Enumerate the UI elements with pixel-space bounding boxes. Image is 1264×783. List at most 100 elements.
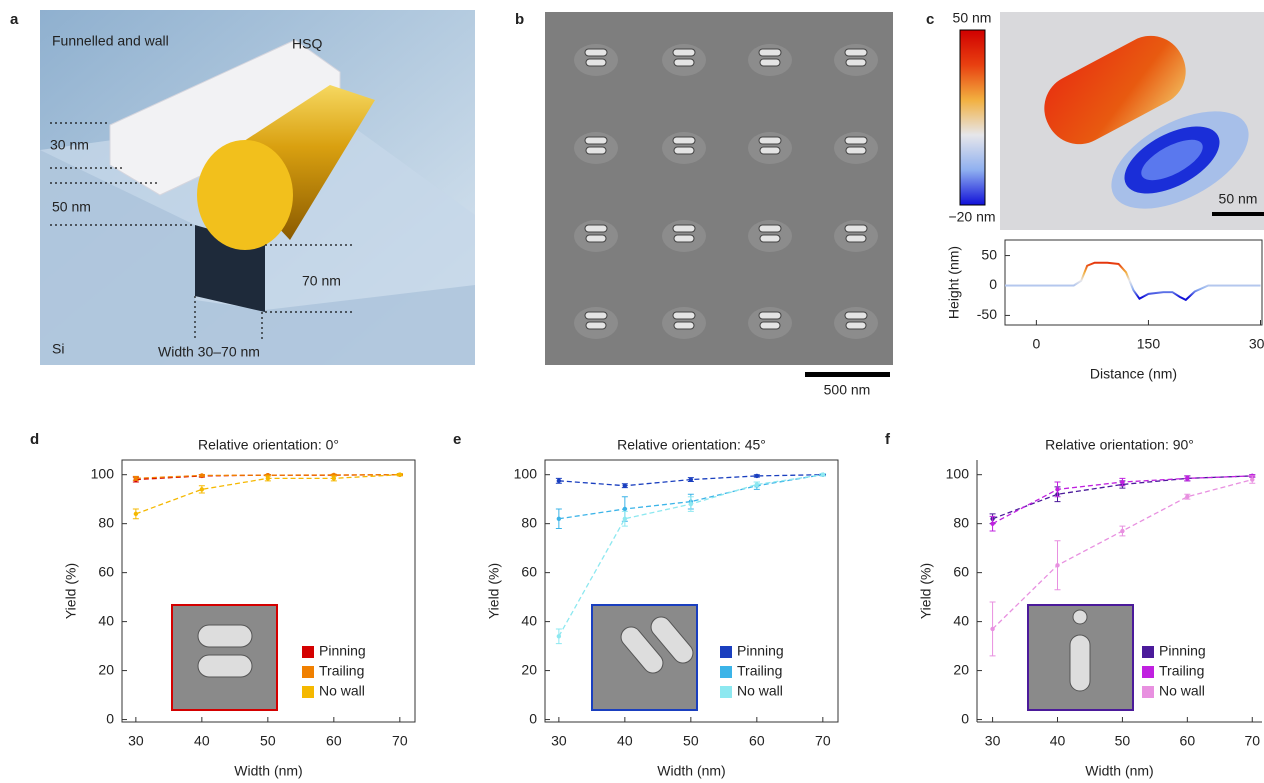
x-tick-label: 70 xyxy=(815,733,831,749)
particle xyxy=(586,59,606,66)
data-point xyxy=(557,634,561,638)
x-tick-label: 0 xyxy=(1032,336,1040,352)
colorbar-label: −20 nm xyxy=(948,209,995,225)
panel-label: b xyxy=(515,11,524,28)
data-point xyxy=(134,476,138,480)
x-tick-label: 40 xyxy=(1050,733,1066,749)
data-point xyxy=(266,476,270,480)
annotation: 50 nm xyxy=(52,199,91,215)
x-tick-label: 30 xyxy=(128,733,144,749)
x-tick-label: 60 xyxy=(1180,733,1196,749)
legend-label: Pinning xyxy=(1159,643,1206,659)
y-tick-label: 60 xyxy=(953,563,969,579)
x-tick-label: 60 xyxy=(326,733,342,749)
y-tick-label: 80 xyxy=(521,514,537,530)
y-tick-label: 80 xyxy=(98,514,114,530)
particle xyxy=(586,322,606,329)
annotation: 70 nm xyxy=(302,273,341,289)
legend-swatch xyxy=(1142,686,1154,698)
particle xyxy=(585,312,607,319)
data-point xyxy=(990,627,994,631)
data-point xyxy=(990,521,994,525)
data-point xyxy=(755,482,759,486)
legend-swatch xyxy=(302,666,314,678)
particle xyxy=(846,235,866,242)
particle xyxy=(846,322,866,329)
particle xyxy=(760,147,780,154)
scale-bar-label: 50 nm xyxy=(1219,191,1258,207)
data-point xyxy=(1250,477,1254,481)
illustration xyxy=(40,10,475,365)
y-tick-label: 50 xyxy=(981,246,997,262)
particle xyxy=(585,49,607,56)
data-point xyxy=(755,474,759,478)
inset xyxy=(172,605,1133,710)
particle xyxy=(674,322,694,329)
particle xyxy=(673,312,695,319)
x-tick-label: 70 xyxy=(1244,733,1260,749)
legend-swatch xyxy=(720,686,732,698)
data-point xyxy=(557,517,561,521)
panel-label: a xyxy=(10,11,19,28)
particle xyxy=(585,137,607,144)
particle xyxy=(759,312,781,319)
y-tick-label: 0 xyxy=(529,710,537,726)
panel-label: d xyxy=(30,431,39,448)
y-tick-label: 20 xyxy=(953,661,969,677)
x-tick-label: 40 xyxy=(617,733,633,749)
x-axis-label: Distance (nm) xyxy=(1090,366,1177,382)
y-tick-label: 20 xyxy=(98,661,114,677)
x-tick-label: 150 xyxy=(1137,336,1161,352)
y-axis-label: Height (nm) xyxy=(946,246,962,319)
y-tick-label: 80 xyxy=(953,514,969,530)
particle xyxy=(586,235,606,242)
panel-label: c xyxy=(926,11,934,28)
legend-label: Trailing xyxy=(737,663,782,679)
y-tick-label: 0 xyxy=(961,710,969,726)
particle xyxy=(674,235,694,242)
x-axis-label: Width (nm) xyxy=(657,763,725,779)
legend-label: Trailing xyxy=(1159,663,1204,679)
data-point xyxy=(1185,495,1189,499)
y-axis-label: Yield (%) xyxy=(63,563,79,619)
colorbar-label: 50 nm xyxy=(953,10,992,26)
annotation: 30 nm xyxy=(50,137,89,153)
y-tick-label: -50 xyxy=(977,306,997,322)
particle xyxy=(760,59,780,66)
plot-frame xyxy=(1005,240,1262,325)
scale-bar xyxy=(1212,212,1264,216)
legend-swatch xyxy=(1142,666,1154,678)
x-tick-label: 50 xyxy=(260,733,276,749)
y-tick-label: 0 xyxy=(989,276,997,292)
particle xyxy=(846,59,866,66)
data-point xyxy=(623,484,627,488)
legend-swatch xyxy=(720,646,732,658)
particle xyxy=(674,147,694,154)
y-tick-label: 40 xyxy=(521,612,537,628)
annotation: Funnelled and wall xyxy=(52,33,169,49)
legend-swatch xyxy=(302,646,314,658)
data-point xyxy=(200,487,204,491)
data-point xyxy=(1055,563,1059,567)
legend-label: No wall xyxy=(319,683,365,699)
y-tick-label: 20 xyxy=(521,661,537,677)
legend-label: No wall xyxy=(737,683,783,699)
particle xyxy=(759,49,781,56)
annotation: Width 30–70 nm xyxy=(158,344,260,360)
y-tick-label: 60 xyxy=(521,563,537,579)
data-point xyxy=(1120,480,1124,484)
x-tick-label: 60 xyxy=(749,733,765,749)
legend-label: No wall xyxy=(1159,683,1205,699)
particle xyxy=(846,147,866,154)
legend-swatch xyxy=(1142,646,1154,658)
x-axis-label: Width (nm) xyxy=(1085,763,1153,779)
particle xyxy=(760,322,780,329)
y-tick-label: 100 xyxy=(91,465,115,481)
legend-swatch xyxy=(720,666,732,678)
y-tick-label: 40 xyxy=(953,612,969,628)
data-point xyxy=(332,476,336,480)
y-axis-label: Yield (%) xyxy=(486,563,502,619)
data-point xyxy=(623,507,627,511)
particle xyxy=(673,49,695,56)
legend-label: Pinning xyxy=(319,643,366,659)
